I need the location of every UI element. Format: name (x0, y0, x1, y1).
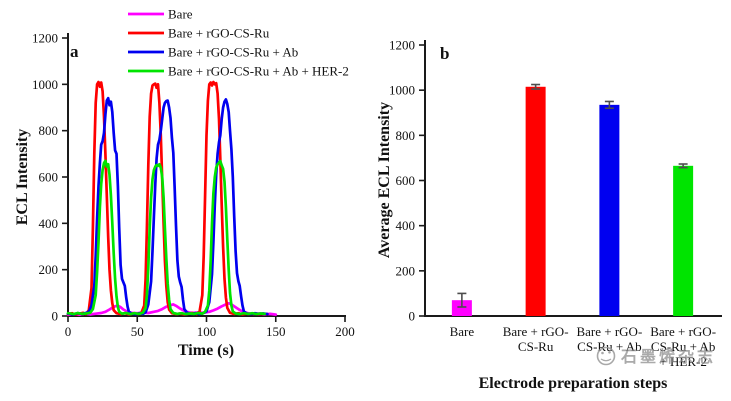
panel-a-y-tick-label: 1000 (32, 77, 58, 92)
legend-item-label: Bare + rGO-CS-Ru + Ab (168, 45, 298, 60)
panel-a-x-tick-label: 50 (131, 324, 144, 339)
bar-bare-rgo-cs-ru-ab (599, 104, 620, 317)
panel-a-series-lines (66, 80, 278, 317)
watermark-text: 石墨烯杂志 (620, 347, 716, 366)
panel-a-y-tick-label: 800 (39, 123, 59, 138)
legend-item-label: Bare (168, 7, 193, 22)
panel-a-legend: Bare Bare + rGO-CS-Ru Bare + rGO-CS-Ru + A… (128, 7, 349, 79)
series-line-bare-rgo-cs-ru-ab-her-2 (66, 159, 267, 316)
panel-b-y-tick-label: 1200 (389, 38, 415, 53)
panel-b-category-label-line: CS-Ru (518, 339, 554, 354)
panel-b-x-axis-title: Electrode preparation steps (479, 375, 668, 392)
panel-b-y-tick-label: 200 (396, 263, 416, 278)
panel-a-x-ticks: 0 50 100 150 200 (65, 316, 355, 339)
panel-b-category-label-line: Bare + rGO- (503, 324, 569, 339)
panel-a-x-tick-label: 100 (197, 324, 217, 339)
bar-bare (451, 300, 472, 316)
panel-a-x-axis-title: Time (s) (178, 342, 234, 359)
panel-b-bars (451, 83, 694, 317)
panel-b-category-label-line: + HER-2 (659, 354, 706, 369)
watermark: 石墨烯杂志 (596, 346, 716, 366)
panel-a-y-tick-label: 400 (39, 216, 59, 231)
panel-b-category-label-line: Bare (450, 324, 475, 339)
legend-item-label: Bare + rGO-CS-Ru (168, 26, 270, 41)
panel-a-x-tick-label: 150 (266, 324, 286, 339)
panel-a-y-axis-title: ECL Intensity (14, 129, 31, 225)
graphene-logo-icon (596, 346, 616, 366)
panel-b-y-tick-label: 1000 (389, 83, 415, 98)
panel-b-letter: b (440, 44, 449, 63)
series-line-bare-rgo-cs-ru-ab (66, 96, 269, 316)
panel-a-y-ticks: 0 200 400 600 800 1000 1200 (32, 31, 68, 324)
panel-b-y-axis-title: Average ECL Intensity (376, 102, 393, 258)
panel-b-category-label-line: CS-Ru + Ab (651, 339, 715, 354)
panel-b-y-ticks: 0 200 400 600 800 1000 1200 (389, 38, 425, 324)
panel-b-category-label-line: CS-Ru + Ab (577, 339, 641, 354)
panel-b-category-label-line: Bare + rGO- (576, 324, 642, 339)
panel-b-y-tick-label: 400 (396, 218, 416, 233)
panel-a-y-tick-label: 600 (39, 170, 59, 185)
panel-a-x-tick-label: 0 (65, 324, 72, 339)
legend-item-label: Bare + rGO-CS-Ru + Ab + HER-2 (168, 64, 349, 79)
panel-b-y-tick-label: 0 (409, 309, 416, 324)
panel-a-letter: a (70, 42, 79, 61)
bar-bare-rgo-cs-ru-ab-her-2 (673, 165, 694, 316)
bar-bare-rgo-cs-ru (525, 86, 546, 316)
panel-b-category-label-line: Bare + rGO- (650, 324, 716, 339)
panel-a-y-tick-label: 200 (39, 262, 59, 277)
panel-a-y-tick-label: 1200 (32, 31, 58, 46)
panel-a-x-tick-label: 200 (335, 324, 355, 339)
panel-b-y-tick-label: 800 (396, 128, 416, 143)
panel-a-y-tick-label: 0 (52, 309, 59, 324)
series-line-bare (66, 301, 278, 317)
panel-b-y-tick-label: 600 (396, 173, 416, 188)
